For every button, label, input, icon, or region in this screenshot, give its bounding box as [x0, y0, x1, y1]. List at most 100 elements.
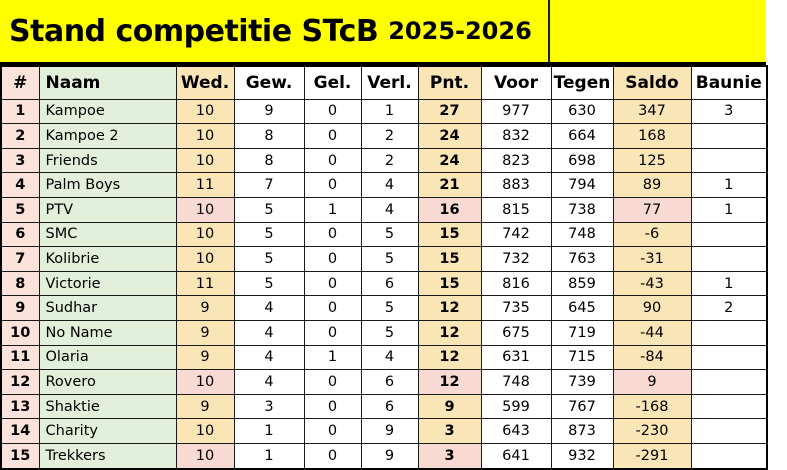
cell-wed: 10	[175, 443, 235, 470]
cell-tegen: 664	[550, 123, 614, 149]
cell-naam: Friends	[38, 147, 177, 174]
cell-tegen: 763	[550, 246, 614, 272]
cell-saldo: 125	[612, 147, 692, 174]
column-header-naam: Naam	[38, 65, 177, 100]
cell-verl: 6	[360, 393, 419, 420]
cell-rank: 11	[0, 344, 40, 371]
table-row: 15 Trekkers 10 1 0 9 3 641 932 -291	[0, 443, 768, 470]
cell-saldo: -291	[612, 443, 692, 470]
page-title: Stand competitie STcB	[9, 13, 379, 49]
column-header-saldo: Saldo	[612, 65, 692, 100]
cell-naam: Kampoe	[38, 98, 177, 125]
cell-rank: 3	[0, 147, 40, 174]
cell-gel: 0	[303, 172, 362, 198]
standings-table: # Naam Wed. Gew. Gel. Verl. Pnt. Voor Tegen Saldo…	[0, 65, 768, 470]
cell-tegen: 932	[550, 443, 614, 470]
cell-saldo: -31	[612, 246, 692, 272]
cell-voor: 748	[480, 369, 552, 395]
cell-gew: 9	[233, 98, 305, 125]
cell-naam: Rovero	[38, 369, 177, 395]
cell-gew: 5	[233, 270, 305, 297]
cell-tegen: 873	[550, 418, 614, 445]
cell-gel: 0	[303, 319, 362, 346]
cell-saldo: 168	[612, 123, 692, 149]
cell-baunie	[690, 443, 768, 470]
cell-pnt: 3	[417, 443, 482, 470]
cell-gew: 4	[233, 369, 305, 395]
table-row: 7 Kolibrie 10 5 0 5 15 732 763 -31	[0, 246, 768, 272]
column-header-wed: Wed.	[175, 65, 235, 100]
cell-saldo: 347	[612, 98, 692, 125]
cell-gel: 0	[303, 123, 362, 149]
cell-wed: 10	[175, 369, 235, 395]
cell-wed: 10	[175, 98, 235, 125]
table-row: 3 Friends 10 8 0 2 24 823 698 125	[0, 147, 768, 174]
cell-gew: 3	[233, 393, 305, 420]
cell-rank: 6	[0, 221, 40, 248]
cell-pnt: 3	[417, 418, 482, 445]
cell-verl: 6	[360, 270, 419, 297]
table-row: 2 Kampoe 2 10 8 0 2 24 832 664 168	[0, 123, 768, 149]
cell-rank: 4	[0, 172, 40, 198]
season-label: 2025-2026	[388, 17, 532, 45]
cell-rank: 1	[0, 98, 40, 125]
table-row: 4 Palm Boys 11 7 0 4 21 883 794 89 1	[0, 172, 768, 198]
table-row: 13 Shaktie 9 3 0 6 9 599 767 -168	[0, 393, 768, 420]
cell-verl: 5	[360, 221, 419, 248]
cell-saldo: -84	[612, 344, 692, 371]
cell-pnt: 15	[417, 221, 482, 248]
cell-voor: 735	[480, 295, 552, 321]
cell-voor: 643	[480, 418, 552, 445]
cell-gew: 5	[233, 221, 305, 248]
cell-saldo: -230	[612, 418, 692, 445]
cell-baunie: 3	[690, 98, 768, 125]
cell-baunie	[690, 393, 768, 420]
cell-rank: 2	[0, 123, 40, 149]
cell-gew: 4	[233, 319, 305, 346]
cell-pnt: 21	[417, 172, 482, 198]
cell-naam: Charity	[38, 418, 177, 445]
cell-gew: 1	[233, 418, 305, 445]
cell-pnt: 12	[417, 344, 482, 371]
column-header-rank: #	[0, 65, 40, 100]
cell-gel: 0	[303, 393, 362, 420]
cell-verl: 6	[360, 369, 419, 395]
cell-gel: 0	[303, 98, 362, 125]
table-row: 14 Charity 10 1 0 9 3 643 873 -230	[0, 418, 768, 445]
cell-gel: 0	[303, 418, 362, 445]
cell-naam: Palm Boys	[38, 172, 177, 198]
cell-verl: 5	[360, 246, 419, 272]
cell-naam: Trekkers	[38, 443, 177, 470]
cell-wed: 11	[175, 172, 235, 198]
header-row: # Naam Wed. Gew. Gel. Verl. Pnt. Voor Tegen Saldo…	[0, 65, 768, 100]
title-cell: Stand competitie STcB 2025-2026	[0, 0, 550, 62]
cell-baunie: 1	[690, 270, 768, 297]
table-row: 9 Sudhar 9 4 0 5 12 735 645 90 2	[0, 295, 768, 321]
cell-wed: 10	[175, 196, 235, 223]
cell-saldo: -168	[612, 393, 692, 420]
banner-spacer-cell	[550, 0, 766, 62]
cell-pnt: 12	[417, 369, 482, 395]
cell-wed: 11	[175, 270, 235, 297]
cell-gew: 1	[233, 443, 305, 470]
cell-baunie	[690, 246, 768, 272]
cell-verl: 5	[360, 295, 419, 321]
cell-rank: 13	[0, 393, 40, 420]
cell-rank: 5	[0, 196, 40, 223]
cell-baunie	[690, 418, 768, 445]
cell-gew: 4	[233, 344, 305, 371]
cell-wed: 9	[175, 344, 235, 371]
cell-gel: 1	[303, 196, 362, 223]
cell-tegen: 794	[550, 172, 614, 198]
cell-tegen: 767	[550, 393, 614, 420]
cell-tegen: 738	[550, 196, 614, 223]
cell-verl: 5	[360, 319, 419, 346]
column-header-tegen: Tegen	[550, 65, 614, 100]
cell-naam: Shaktie	[38, 393, 177, 420]
title-banner: Stand competitie STcB 2025-2026	[0, 0, 766, 65]
cell-saldo: 9	[612, 369, 692, 395]
cell-voor: 816	[480, 270, 552, 297]
cell-voor: 823	[480, 147, 552, 174]
cell-voor: 732	[480, 246, 552, 272]
cell-pnt: 24	[417, 123, 482, 149]
